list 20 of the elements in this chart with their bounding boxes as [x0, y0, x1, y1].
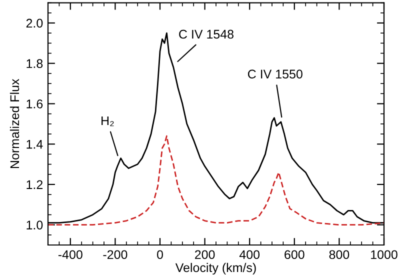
- annotation: H₂: [102, 116, 114, 126]
- x-axis-title: Velocity (km/s): [175, 262, 256, 275]
- x-tick-label: 200: [195, 250, 215, 260]
- x-tick-label: 600: [284, 250, 304, 260]
- line-series: [48, 135, 384, 226]
- x-tick-label: 0: [157, 250, 163, 260]
- x-tick-label: 800: [329, 250, 350, 260]
- annotation: C IV 1548: [179, 30, 234, 39]
- annotation: C IV 1550: [248, 70, 302, 79]
- x-tick-label: 1000: [371, 250, 398, 260]
- y-tick-label: 1.4: [26, 140, 43, 149]
- y-tick-label: 1.0: [26, 220, 43, 230]
- y-tick-label: 1.8: [26, 59, 43, 68]
- x-tick-label: 400: [239, 250, 260, 260]
- y-tick-label: 1.2: [26, 180, 43, 189]
- x-tick-label: -200: [103, 250, 128, 260]
- y-axis-title: Normalized Flux: [10, 78, 20, 168]
- x-tick-label: -400: [58, 250, 82, 260]
- y-tick-label: 2.0: [26, 18, 43, 28]
- y-tick-label: 1.6: [26, 100, 43, 108]
